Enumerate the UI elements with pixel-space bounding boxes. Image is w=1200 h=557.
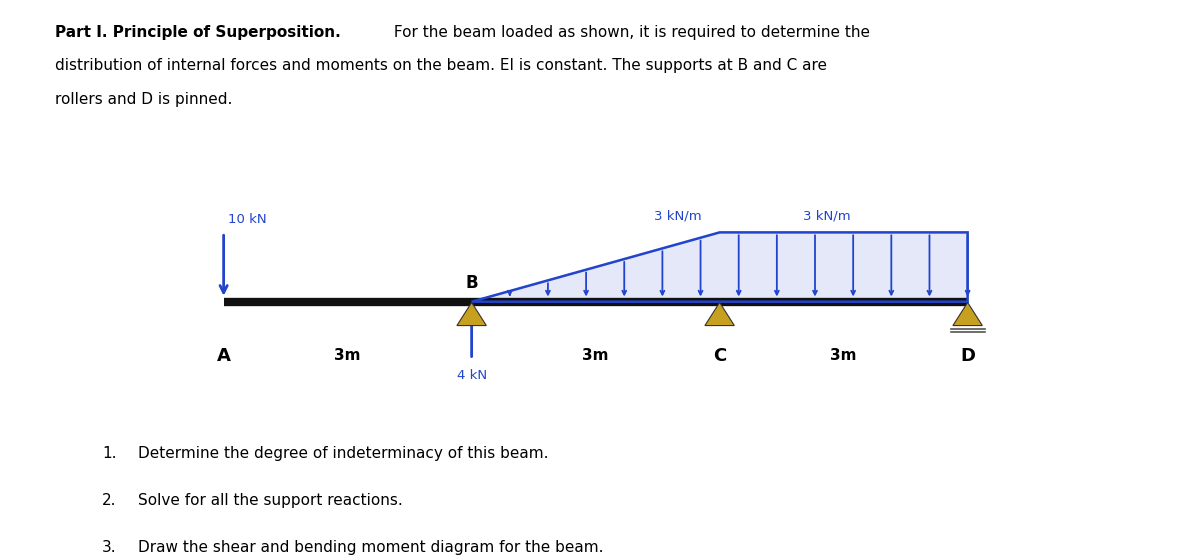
Text: rollers and D is pinned.: rollers and D is pinned.	[55, 92, 233, 107]
Polygon shape	[704, 302, 734, 325]
Text: Draw the shear and bending moment diagram for the beam.: Draw the shear and bending moment diagra…	[138, 540, 604, 555]
Text: 4 kN: 4 kN	[456, 369, 487, 382]
Polygon shape	[472, 232, 967, 302]
Text: For the beam loaded as shown, it is required to determine the: For the beam loaded as shown, it is requ…	[389, 25, 870, 40]
Text: 3 kN/m: 3 kN/m	[803, 209, 851, 222]
Text: 3.: 3.	[102, 540, 116, 555]
Text: 3m: 3m	[335, 348, 361, 363]
Text: 3m: 3m	[582, 348, 608, 363]
Text: 1.: 1.	[102, 446, 116, 461]
Text: C: C	[713, 346, 726, 365]
Text: 3m: 3m	[830, 348, 857, 363]
Text: 3 kN/m: 3 kN/m	[654, 209, 702, 222]
Text: Part I. Principle of Superposition.: Part I. Principle of Superposition.	[55, 25, 341, 40]
Text: 10 kN: 10 kN	[228, 213, 266, 226]
Text: 2.: 2.	[102, 493, 116, 508]
Polygon shape	[953, 302, 983, 325]
Text: B: B	[466, 275, 478, 292]
Text: Solve for all the support reactions.: Solve for all the support reactions.	[138, 493, 403, 508]
Text: D: D	[960, 346, 976, 365]
Text: distribution of internal forces and moments on the beam. EI is constant. The sup: distribution of internal forces and mome…	[55, 58, 827, 74]
Text: A: A	[217, 346, 230, 365]
Text: Determine the degree of indeterminacy of this beam.: Determine the degree of indeterminacy of…	[138, 446, 548, 461]
Polygon shape	[457, 302, 486, 325]
